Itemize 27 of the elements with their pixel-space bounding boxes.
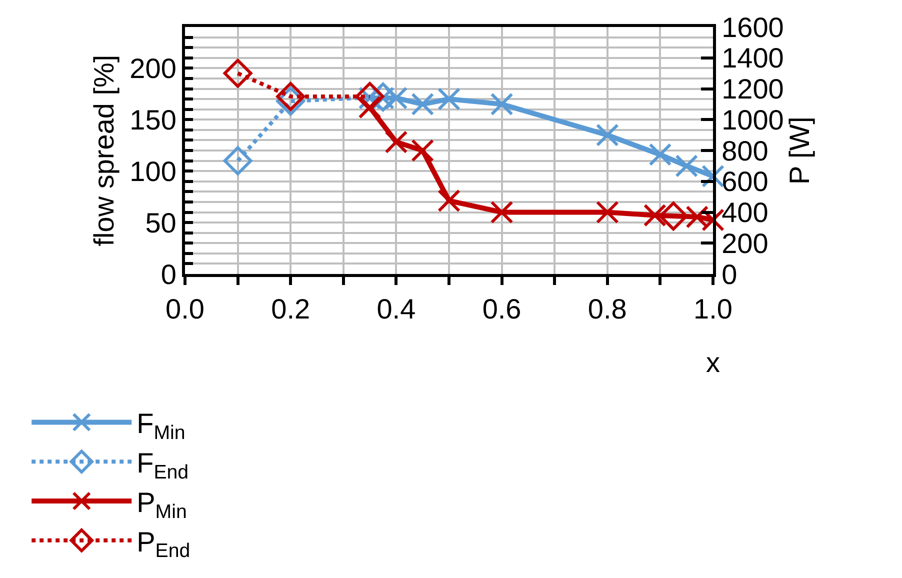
y2-axis-title: P [W]: [784, 116, 815, 184]
legend-label: F$_{End}$: [136, 448, 189, 484]
y2-tick-label: 0: [722, 258, 738, 290]
y2-tick-label: 800: [722, 135, 768, 166]
y2-tick-label: 1400: [722, 42, 784, 74]
legend-label: F$_{Min}$: [136, 408, 186, 444]
y-tick-label: 150: [130, 104, 176, 136]
x-tick-label: 0.6: [482, 294, 522, 325]
x-tick-label: 0.8: [588, 294, 627, 325]
x-tick-label: 0.2: [271, 294, 310, 325]
y-tick-label: 0: [160, 258, 176, 290]
y-tick-label: 200: [130, 52, 176, 84]
x-tick-label: 1.0: [694, 294, 732, 325]
x-axis-title: x: [706, 347, 720, 378]
x-tick-label: 0.4: [376, 294, 416, 325]
y2-tick-label: 200: [722, 228, 768, 259]
legend-label: P$_{End}$: [136, 526, 190, 562]
legend-label: P$_{Min}$: [136, 486, 187, 523]
x-tick-label: 0.0: [166, 294, 204, 325]
y-tick-label: 100: [130, 156, 176, 187]
y2-tick-label: 1600: [722, 12, 784, 43]
y-axis-title: flow spread [%]: [88, 54, 120, 246]
y-tick-label: 50: [145, 207, 176, 238]
y2-tick-label: 600: [722, 166, 768, 198]
y2-tick-label: 1200: [722, 74, 784, 105]
y2-tick-label: 1000: [722, 104, 784, 136]
y2-tick-label: 400: [722, 197, 768, 228]
